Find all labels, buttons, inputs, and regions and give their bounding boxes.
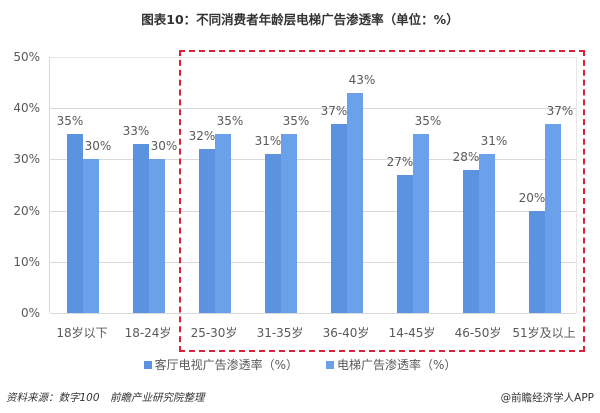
x-tick-label: 18-24岁: [124, 326, 172, 340]
gridline: [50, 159, 576, 161]
gridline: [50, 108, 576, 110]
legend-swatch-elevator: [326, 360, 334, 369]
data-label: 35%: [414, 113, 442, 128]
bar-tv: [529, 210, 545, 313]
y-tick-label: 30%: [13, 152, 40, 167]
data-label: 37%: [546, 103, 574, 118]
data-label: 35%: [56, 113, 84, 128]
x-tick-label: 14-45岁: [388, 326, 436, 340]
x-axis-line: [50, 313, 576, 314]
data-label: 20%: [518, 190, 546, 205]
bar-tv: [463, 169, 479, 313]
x-tick-label: 36-40岁: [322, 326, 370, 340]
legend-label-tv: 客厅电视广告渗透率（%）: [154, 358, 298, 372]
y-tick-label: 0%: [20, 306, 40, 320]
gridline: [50, 210, 576, 212]
bar-tv: [331, 123, 347, 313]
y-tick-label: 20%: [13, 203, 40, 218]
data-label: 32%: [188, 129, 216, 144]
x-tick-label: 46-50岁: [454, 326, 502, 340]
bar-elevator: [479, 154, 495, 313]
y-tick-label: 50%: [13, 50, 40, 64]
bar-tv: [397, 174, 413, 313]
legend-item-tv: 客厅电视广告渗透率（%）: [143, 356, 298, 373]
bar-tv: [67, 133, 83, 313]
legend-label-elevator: 电梯广告渗透率（%）: [337, 358, 457, 372]
data-label: 35%: [216, 113, 244, 128]
x-tick-label: 18岁以下: [56, 326, 108, 340]
data-label: 37%: [320, 103, 348, 118]
data-label: 43%: [348, 72, 376, 87]
data-label: 35%: [282, 113, 310, 128]
gridline: [50, 261, 576, 263]
bar-elevator: [413, 133, 429, 313]
data-label: 31%: [480, 134, 508, 149]
data-label: 27%: [386, 154, 414, 169]
x-tick-label: 25-30岁: [190, 326, 238, 340]
data-label: 31%: [254, 134, 282, 149]
bar-elevator: [149, 159, 165, 313]
credit-note: @前瞻经济学人APP: [500, 392, 594, 404]
bar-elevator: [347, 92, 363, 313]
bar-elevator: [83, 159, 99, 313]
data-label: 30%: [84, 139, 112, 154]
source-note: 资料来源：数字100 前瞻产业研究院整理: [6, 392, 205, 404]
chart-title: 图表10：不同消费者年龄层电梯广告渗透率（单位：%）: [141, 12, 459, 27]
bar-elevator: [545, 123, 561, 313]
bar-tv: [265, 154, 281, 313]
legend-swatch-tv: [143, 360, 152, 369]
y-tick-label: 10%: [13, 254, 40, 269]
bar-elevator: [281, 133, 297, 313]
data-label: 28%: [452, 149, 480, 164]
data-label: 30%: [150, 139, 178, 154]
highlight-dashed-box: [179, 50, 585, 352]
plot-area: [49, 57, 577, 314]
legend-item-elevator: 电梯广告渗透率（%）: [326, 356, 456, 373]
bar-tv: [199, 149, 215, 313]
bar-tv: [133, 144, 149, 313]
x-tick-label: 31-35岁: [256, 326, 304, 340]
x-tick-label: 51岁及以上: [512, 326, 576, 340]
bar-elevator: [215, 133, 231, 313]
y-tick-label: 40%: [13, 101, 40, 116]
legend: 客厅电视广告渗透率（%） 电梯广告渗透率（%）: [0, 356, 600, 373]
data-label: 33%: [122, 124, 150, 139]
